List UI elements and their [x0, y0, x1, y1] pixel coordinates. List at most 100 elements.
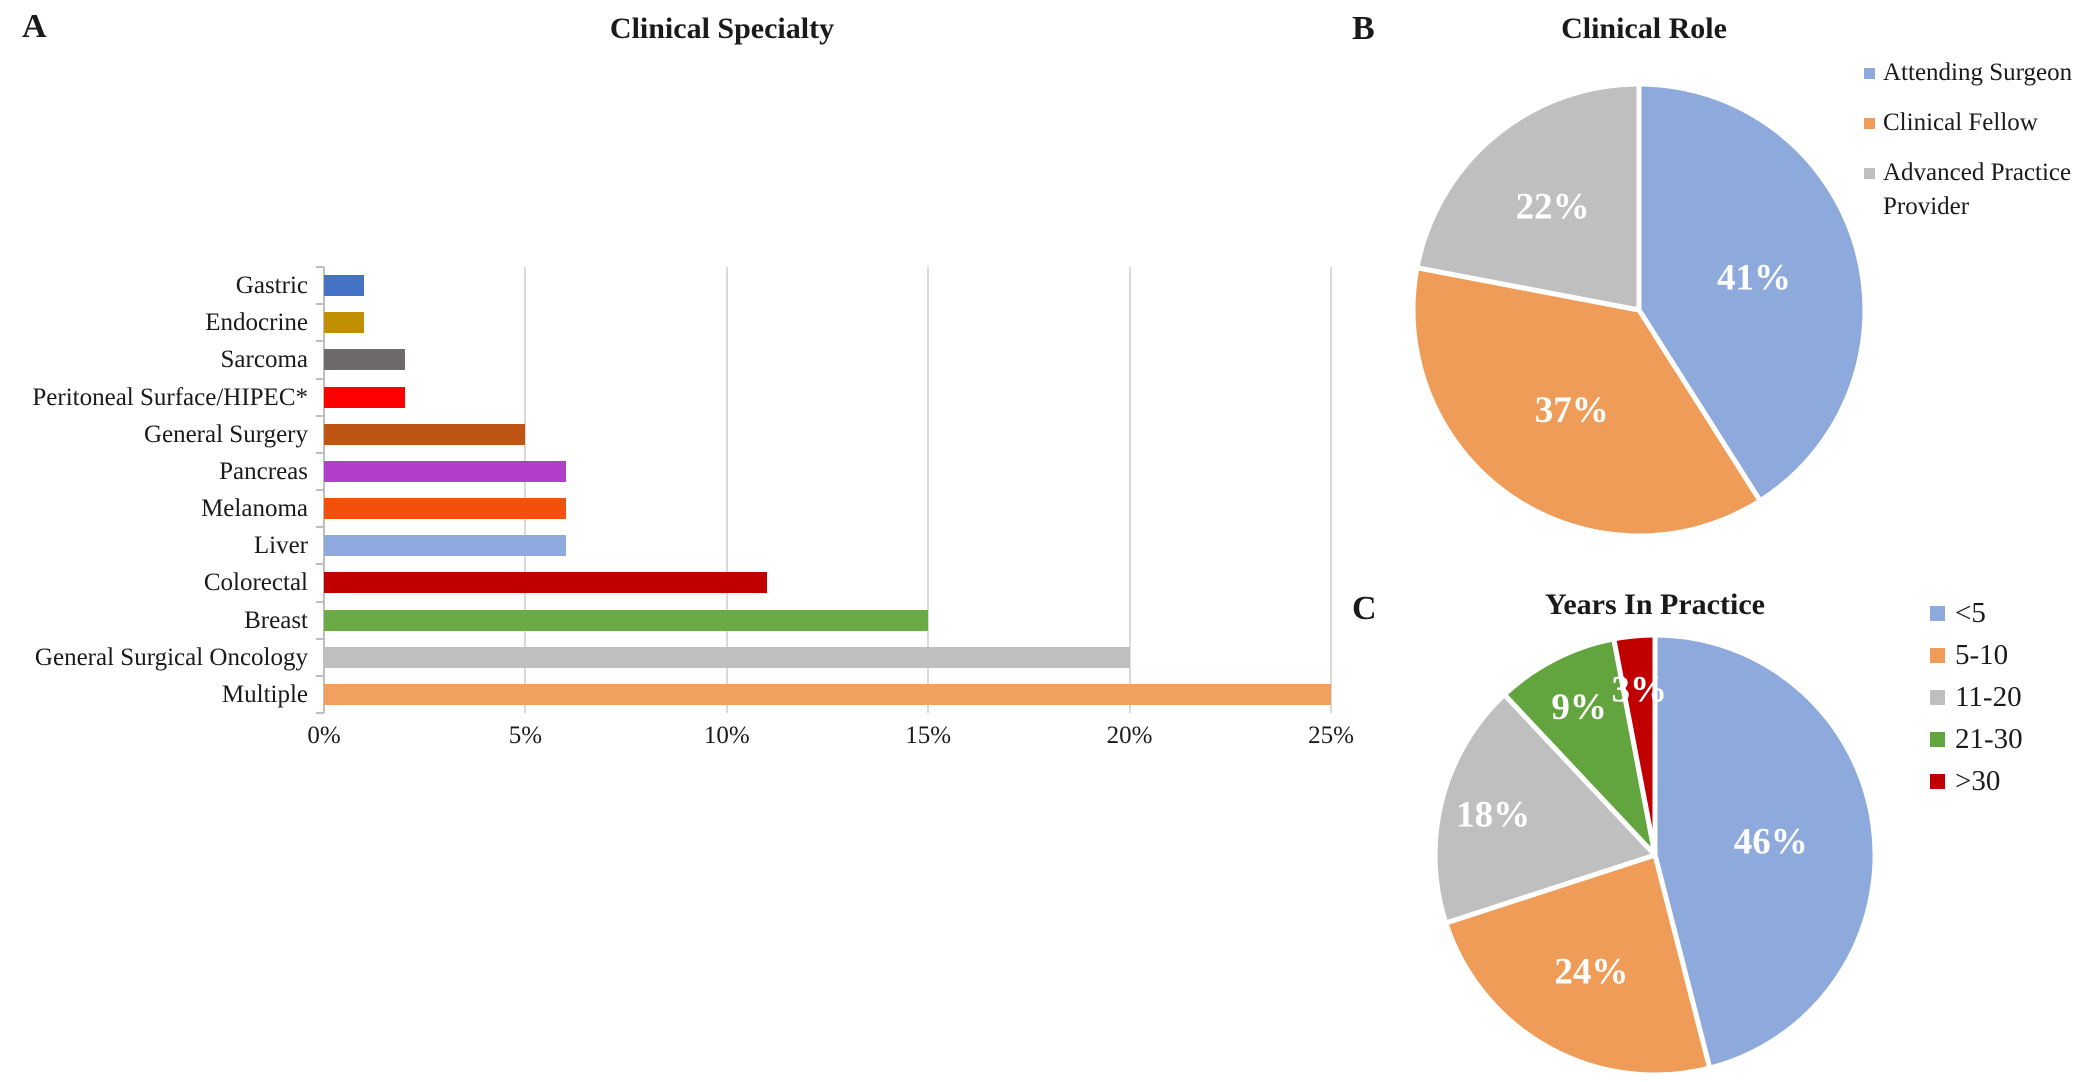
y-axis-tick [316, 451, 324, 454]
legend-swatch-5-icon [1930, 606, 1945, 621]
legend-item-attending-surgeon: Attending Surgeon [1864, 56, 2100, 90]
legend-swatch-11-20-icon [1930, 690, 1945, 705]
bar-endocrine [324, 312, 365, 334]
gridline-15 [927, 267, 930, 713]
legend-item-21-30: 21-30 [1930, 721, 2100, 757]
y-axis-tick [316, 377, 324, 380]
legend-item-11-20: 11-20 [1930, 679, 2100, 715]
x-tick-label-25: 25% [1308, 722, 1354, 749]
x-tick-label-5: 5% [508, 722, 543, 749]
pie-slice-label-5-10: 24% [1554, 952, 1628, 993]
bar-general-surgical-oncology [324, 646, 1130, 668]
bar-chart-x-axis-labels: 0% 5% 10% 15% 20% 25% [307, 722, 1354, 758]
legend-item-clinical-fellow: Clinical Fellow [1864, 106, 2100, 140]
pie-clinical-role: 41% 37% 22% [1410, 81, 1868, 539]
legend-item-advanced-practice-provider: Advanced Practice Provider [1864, 156, 2100, 224]
pie-slice-label-30: 3% [1612, 670, 1668, 711]
y-axis-tick [316, 637, 324, 640]
category-label-general-surgery: General Surgery [143, 420, 308, 448]
category-label-pancreas: Pancreas [219, 457, 308, 485]
y-axis-tick [316, 414, 324, 417]
category-label-breast: Breast [244, 606, 308, 634]
y-axis-tick [316, 600, 324, 603]
y-axis-tick [316, 563, 324, 566]
panel-c-letter: C [1352, 590, 1377, 627]
pie-slice-label-advanced-practice-provider: 22% [1516, 187, 1590, 228]
bar-chart-category-labels: Gastric Endocrine Sarcoma Peritoneal Surfac… [0, 267, 308, 713]
category-label-melanoma: Melanoma [201, 495, 308, 522]
bar-multiple [324, 683, 1331, 705]
pie-slice-5 [1652, 632, 1878, 1071]
legend-label-30: >30 [1955, 765, 2001, 797]
pie-clinical-role-legend: Attending Surgeon Clinical Fellow Advanced… [1864, 56, 2100, 240]
pie-slice-advanced-practice-provider [1414, 81, 1642, 313]
y-axis-tick [316, 266, 324, 268]
legend-label-21-30: 21-30 [1955, 723, 2023, 755]
gridline-10 [725, 267, 728, 713]
bar-peritoneal-surface-hipec [324, 386, 405, 408]
category-label-colorectal: Colorectal [203, 569, 308, 597]
x-tick-label-15: 15% [905, 722, 952, 749]
pie-slice-30 [1611, 632, 1658, 858]
x-tick-label-20: 20% [1106, 722, 1153, 749]
legend-label-11-20: 11-20 [1955, 681, 2022, 713]
pie-slice-label-clinical-fellow: 37% [1535, 390, 1609, 431]
legend-swatch-advanced-practice-provider-icon [1864, 168, 1875, 179]
pie-slice-label-attending-surgeon: 41% [1717, 258, 1791, 299]
y-axis-tick [316, 674, 324, 677]
legend-label-clinical-fellow: Clinical Fellow [1883, 109, 2038, 136]
bar-gastric [324, 275, 365, 297]
y-axis-tick [316, 489, 324, 491]
legend-label-5: <5 [1955, 597, 1986, 629]
pie-slice-label-11-20: 18% [1456, 794, 1530, 835]
bar-melanoma [324, 498, 566, 520]
x-tick-label-0: 0% [307, 722, 341, 749]
y-axis-tick [316, 712, 324, 714]
y-axis-tick [316, 303, 324, 306]
gridline-25 [1330, 267, 1332, 713]
pie-slice-5-10 [1443, 852, 1713, 1078]
bar-sarcoma [324, 349, 405, 371]
bar-liver [324, 535, 566, 557]
legend-item-30: >30 [1930, 763, 2100, 799]
legend-item-5: <5 [1930, 595, 2100, 631]
bar-chart-plot-area [316, 266, 1332, 714]
legend-swatch-30-icon [1930, 774, 1945, 789]
legend-item-5-10: 5-10 [1930, 637, 2100, 673]
pie-slice-clinical-fellow [1410, 265, 1763, 539]
legend-label-attending-surgeon: Attending Surgeon [1883, 59, 2073, 86]
category-label-endocrine: Endocrine [205, 309, 308, 337]
pie-slice-label-21-30: 9% [1551, 687, 1607, 728]
pie-clinical-role-title: Clinical Role [1561, 12, 1727, 45]
pie-slice-label-5: 46% [1734, 821, 1808, 862]
bar-chart-title: Clinical Specialty [609, 12, 835, 45]
legend-swatch-5-10-icon [1930, 648, 1945, 663]
bar-colorectal [324, 572, 768, 594]
category-label-multiple: Multiple [221, 680, 308, 708]
pie-slice-11-20 [1432, 692, 1658, 926]
pie-years-in-practice-title: Years In Practice [1545, 588, 1765, 621]
legend-swatch-clinical-fellow-icon [1864, 118, 1875, 129]
pie-slice-21-30 [1501, 636, 1658, 858]
y-axis-tick [316, 340, 324, 343]
bar-breast [324, 609, 929, 631]
gridline-0 [323, 267, 325, 713]
legend-label-advanced-practice-provider: Advanced Practice Provider [1883, 159, 2072, 220]
x-tick-label-10: 10% [703, 722, 750, 749]
pie-years-in-practice-legend: <5 5-10 11-20 21-30 >30 [1930, 595, 2100, 805]
bar-general-surgery [324, 423, 526, 445]
category-label-liver: Liver [253, 532, 308, 560]
legend-swatch-attending-surgeon-icon [1864, 68, 1875, 79]
category-label-gastric: Gastric [235, 272, 308, 299]
category-label-general-surgical-oncology: General Surgical Oncology [34, 643, 308, 671]
y-axis-tick [316, 526, 324, 529]
category-label-peritoneal-surface-hipec: Peritoneal Surface/HIPEC* [32, 383, 308, 411]
bar-pancreas [324, 460, 566, 482]
pie-years-in-practice: 46% 24% 18% 9% 3% [1432, 632, 1878, 1078]
legend-label-5-10: 5-10 [1955, 639, 2009, 671]
legend-swatch-21-30-icon [1930, 732, 1945, 747]
panel-b-letter: B [1352, 10, 1375, 47]
gridline-5 [524, 267, 527, 713]
gridline-20 [1128, 267, 1131, 713]
